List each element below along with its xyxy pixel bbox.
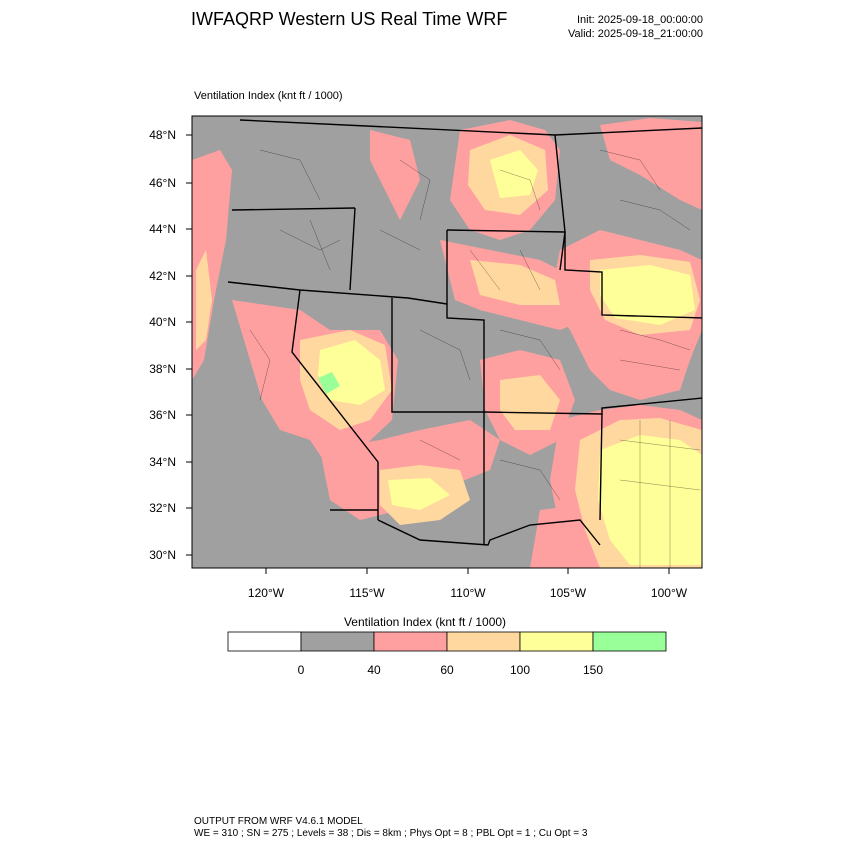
lat-label: 38°N [149,362,176,376]
lat-label: 44°N [149,222,176,236]
colorbar [227,631,667,652]
colorbar-tick-labels: 0 40 60 100 150 [298,663,604,677]
lon-label: 115°W [349,586,385,600]
colorbar-title: Ventilation Index (knt ft / 1000) [343,615,507,629]
page-title: IWFAQRP Western US Real Time WRF [191,9,508,29]
lat-label: 40°N [149,315,176,329]
footer-line-1: OUTPUT FROM WRF V4.6.1 MODEL [194,816,363,827]
lon-label: 100°W [651,586,688,600]
footer-line-2: WE = 310 ; SN = 275 ; Levels = 38 ; Dis … [194,828,588,839]
lat-label: 32°N [149,501,176,515]
lon-labels: 120°W 115°W 110°W 105°W 100°W [248,586,688,600]
lon-ticks [265,568,670,574]
valid-time: Valid: 2025-09-18_21:00:00 [568,28,703,40]
colorbar-bin [446,631,521,652]
state-boundaries [227,119,702,546]
field-label: Ventilation Index (knt ft / 1000) [194,90,343,102]
colorbar-tick-label: 0 [298,663,305,677]
colorbar-bin [227,631,302,652]
ventilation-map [192,116,702,568]
colorbar-bin [519,631,594,652]
colorbar-bin [300,631,375,652]
lat-label: 48°N [149,128,176,142]
lat-label: 36°N [149,408,176,422]
county-boundaries [249,149,701,568]
ventilation-100-150-areas [318,150,702,565]
lat-ticks [186,134,192,556]
init-time: Init: 2025-09-18_00:00:00 [577,14,703,26]
ventilation-above-150-area [318,372,340,394]
map-frame [191,115,703,569]
model-footer: OUTPUT FROM WRF V4.6.1 MODEL WE = 310 ; … [194,816,587,840]
lat-label: 30°N [149,548,176,562]
lat-label: 42°N [149,269,176,283]
colorbar-bin [592,631,667,652]
lat-label: 34°N [149,455,176,469]
colorbar-tick-label: 150 [583,663,603,677]
lat-label: 46°N [149,176,176,190]
lon-label: 105°W [550,586,587,600]
lon-label: 110°W [450,586,486,600]
init-valid-times: Init: 2025-09-18_00:00:00 Valid: 2025-09… [540,13,703,41]
lon-label: 120°W [248,586,285,600]
lat-labels: 48°N 46°N 44°N 42°N 40°N 38°N 36°N 34°N … [149,128,176,562]
colorbar-tick-label: 40 [367,663,381,677]
colorbar-tick-label: 100 [510,663,530,677]
colorbar-tick-label: 60 [440,663,454,677]
colorbar-bin [373,631,448,652]
